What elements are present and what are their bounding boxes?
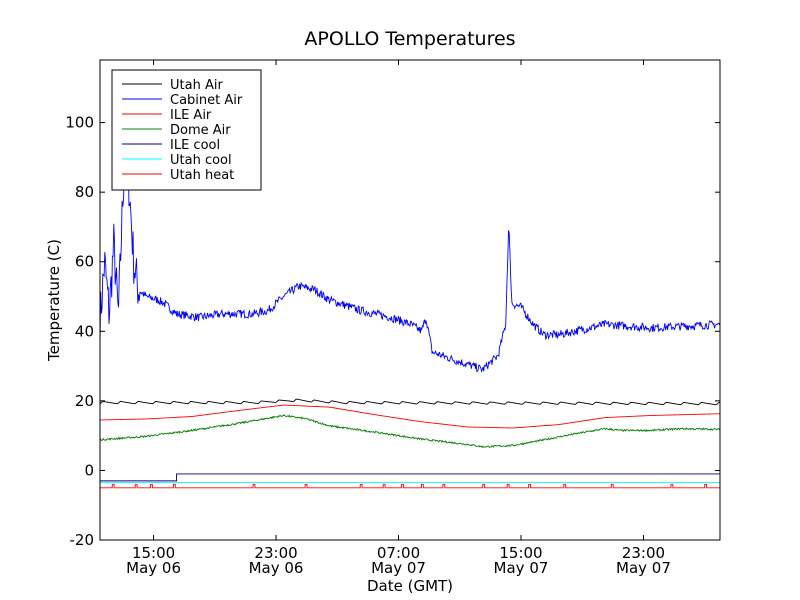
series-line-ile-cool <box>100 473 720 482</box>
series-line-utah-heat <box>100 483 720 489</box>
y-tick-label: 80 <box>75 183 94 201</box>
y-tick-label: -20 <box>70 531 95 549</box>
x-tick-date-label: May 07 <box>494 559 549 577</box>
y-axis-label: Temperature (C) <box>45 239 63 362</box>
x-tick-date-label: May 07 <box>371 559 426 577</box>
series-line-cabinet-air <box>100 121 720 374</box>
y-tick-label: 20 <box>75 392 94 410</box>
series-line-dome-air <box>100 413 720 449</box>
x-tick-time-label: 23:00 <box>254 544 297 562</box>
legend-entry-label: Utah heat <box>170 168 234 183</box>
y-tick-label: 40 <box>75 322 94 340</box>
x-axis-label: Date (GMT) <box>367 577 453 595</box>
x-tick-time-label: 15:00 <box>499 544 542 562</box>
legend-entry-label: ILE Air <box>170 108 212 123</box>
x-tick-date-label: May 06 <box>249 559 304 577</box>
y-tick-label: 0 <box>84 461 94 479</box>
series-line-utah-air <box>100 398 720 406</box>
legend-entry-label: Utah Air <box>170 78 223 93</box>
series-layer <box>100 121 720 489</box>
x-tick-date-label: May 07 <box>616 559 671 577</box>
legend-entry-label: Utah cool <box>170 153 232 168</box>
chart-title: APOLLO Temperatures <box>304 28 515 50</box>
x-tick-date-label: May 06 <box>126 559 181 577</box>
legend-entry-label: ILE cool <box>170 138 220 153</box>
x-tick-time-label: 23:00 <box>622 544 665 562</box>
legend-entry-label: Dome Air <box>170 123 231 138</box>
plot-frame <box>99 59 721 541</box>
x-tick-time-label: 07:00 <box>377 544 420 562</box>
y-tick-label: 60 <box>75 253 94 271</box>
series-line-ile-air <box>100 404 720 429</box>
y-tick-label: 100 <box>65 114 94 132</box>
legend-box <box>111 69 262 191</box>
legend-entry-label: Cabinet Air <box>170 93 243 108</box>
x-tick-time-label: 15:00 <box>132 544 175 562</box>
